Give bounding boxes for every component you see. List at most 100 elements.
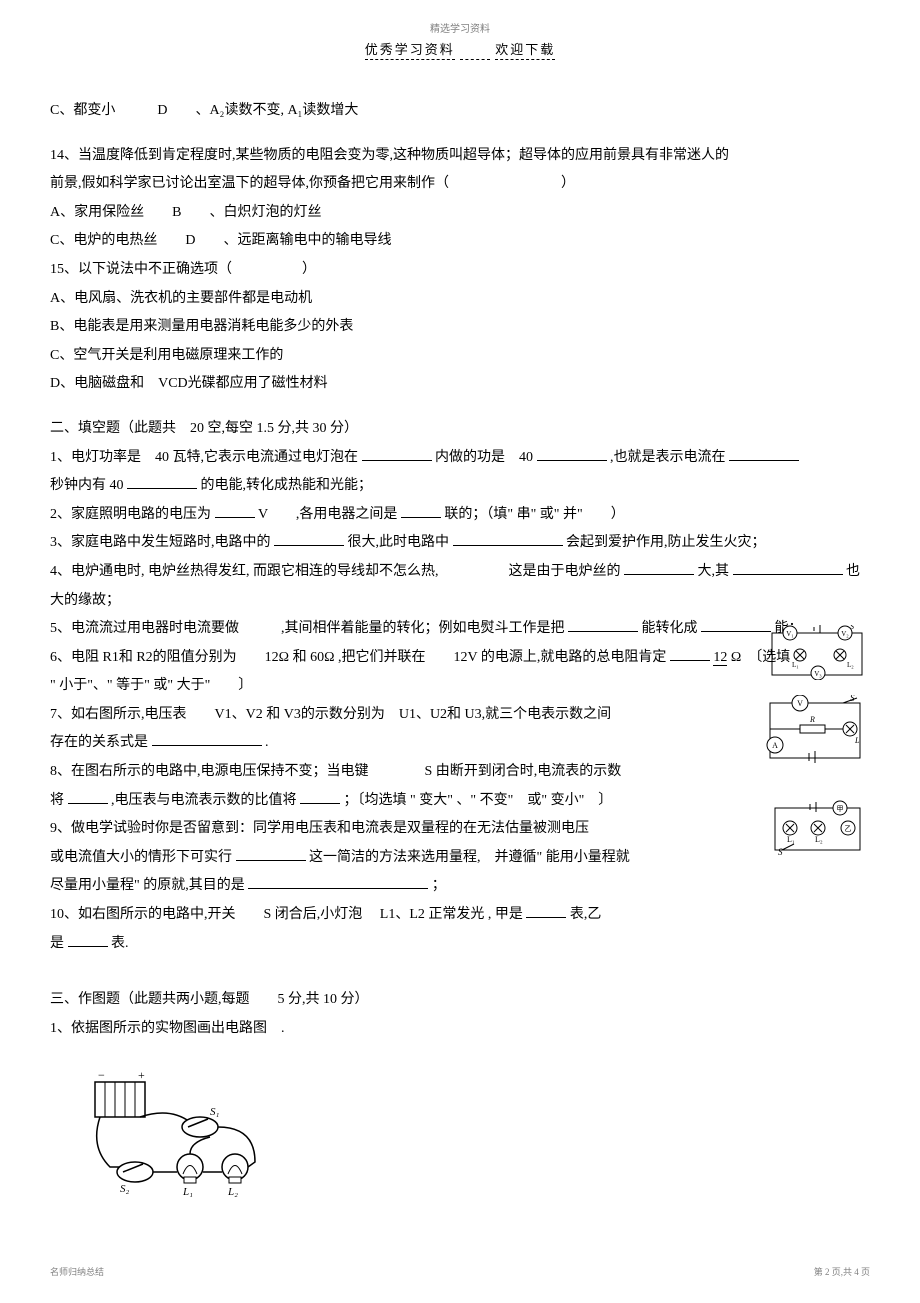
header-gap — [460, 42, 490, 60]
circuit-diagram-drawing: − + S₁ S₂ L₁ L₂ — [80, 1067, 280, 1197]
fill-2: 2、家庭照明电路的电压为 V ,各用电器之间是 联的；（填" 串" 或" 并" … — [50, 502, 870, 529]
f8c: ,电压表与电流表示数的比值将 — [111, 793, 297, 808]
svg-text:+: + — [138, 1068, 145, 1082]
f1a: 1、电灯功率是 40 瓦特,它表示电流通过电灯泡在 — [50, 450, 358, 465]
fill-8: 8、在图右所示的电路中,电源电压保持不变；当电键 S 由断开到闭合时,电流表的示… — [50, 759, 870, 786]
blank — [729, 447, 799, 461]
svg-text:S: S — [778, 847, 783, 855]
blank — [248, 875, 428, 889]
blank — [537, 447, 607, 461]
svg-text:甲: 甲 — [837, 805, 844, 813]
blank — [401, 504, 441, 518]
blank — [236, 847, 306, 861]
q15: 15、以下说法中不正确选项（ ） — [50, 257, 870, 284]
fill-5: 5、电流流过用电器时电流要做 ,其间相伴着能量的转化；例如电熨斗工作是把 能转化… — [50, 616, 870, 643]
blank — [624, 561, 694, 575]
f10a: 10、如右图所示的电路中,开关 S 闭合后,小灯泡 L1、L2 正常发光 , 甲… — [50, 907, 523, 922]
f5b: 能转化成 — [642, 621, 698, 636]
section3-q1: 1、依据图所示的实物图画出电路图 . — [50, 1016, 870, 1043]
fill-3: 3、家庭电路中发生短路时,电路中的 很大,此时电路中 会起到爱护作用,防止发生火… — [50, 530, 870, 557]
blank — [68, 933, 108, 947]
fill-6b: " 小于"、" 等于" 或" 大于" 〕 — [50, 673, 870, 700]
page-footer: 名师归纳总结 第 2 页,共 4 页 — [50, 1265, 870, 1278]
section3-title: 三、作图题（此题共两小题,每题 5 分,共 10 分） — [50, 987, 870, 1014]
f2a: 2、家庭照明电路的电压为 — [50, 507, 211, 522]
fill-7b: 存在的关系式是 . — [50, 730, 870, 757]
blank — [274, 532, 344, 546]
f3c: 会起到爱护作用,防止发生火灾； — [566, 535, 766, 550]
fill-6: 6、电阻 R1和 R2的阻值分别为 12Ω 和 60Ω ,把它们并联在 12V … — [50, 645, 870, 672]
blank — [453, 532, 563, 546]
fill-1b: 秒钟内有 40 的电能,转化成热能和光能； — [50, 473, 870, 500]
fill-4b: 大的缘故； — [50, 588, 870, 615]
f1b: 内做的功是 40 — [435, 450, 533, 465]
svg-text:R: R — [809, 715, 815, 724]
blank — [68, 790, 108, 804]
f2c: 联的；（填" 串" 或" 并" ） — [444, 507, 624, 522]
q15-option-d: D、电脑磁盘和 VCD光碟都应用了磁性材料 — [50, 371, 870, 398]
svg-text:L₁: L₁ — [787, 835, 795, 844]
f6a: 6、电阻 R1和 R2的阻值分别为 12Ω 和 60Ω ,把它们并联在 12V … — [50, 650, 666, 665]
footer-left: 名师归纳总结 — [50, 1265, 104, 1278]
page-header: 优秀学习资料 欢迎下载 — [50, 39, 870, 58]
q14-option-ab: A、家用保险丝 B 、白炽灯泡的灯丝 — [50, 200, 870, 227]
svg-text:L₁: L₁ — [182, 1186, 193, 1197]
f9c: 这一简洁的方法来选用量程, 并遵循" 能用小量程就 — [309, 850, 630, 865]
svg-text:S: S — [850, 625, 854, 631]
svg-text:V₃: V₃ — [814, 670, 822, 678]
svg-text:V₂: V₂ — [841, 630, 849, 638]
f9d: 尽量用小量程" 的原就,其目的是 — [50, 878, 245, 893]
circuit-diagram-q10: 甲 L₁ L₂ 乙 S — [770, 800, 865, 855]
svg-text:A: A — [772, 741, 778, 750]
svg-text:S₂: S₂ — [120, 1183, 130, 1195]
f7b: 存在的关系式是 — [50, 735, 148, 750]
svg-text:−: − — [98, 1068, 105, 1082]
f8b: 将 — [50, 793, 64, 808]
blank — [733, 561, 843, 575]
f10d: 表. — [111, 936, 129, 951]
q14-option-cd: C、电炉的电热丝 D 、远距离输电中的输电导线 — [50, 228, 870, 255]
fill-7: 7、如右图所示,电压表 V1、V2 和 V3的示数分别为 U1、U2和 U3,就… — [50, 702, 870, 729]
circuit-diagram-q7: V₁ V₂ L₁ L₂ V₃ S — [770, 625, 865, 680]
f8d: ；〔均选填 " 变大" 、" 不变" 或" 变小" 〕 — [344, 793, 613, 808]
blank — [701, 618, 771, 632]
svg-text:S₁: S₁ — [210, 1106, 220, 1118]
blank — [300, 790, 340, 804]
f4a: 4、电炉通电时, 电炉丝热得发红, 而跟它相连的导线却不怎么热, 这是由于电炉丝… — [50, 564, 621, 579]
f4b: 大,其 — [698, 564, 730, 579]
f4c: 也 — [846, 564, 860, 579]
blank — [526, 904, 566, 918]
fill-9c: 尽量用小量程" 的原就,其目的是 ； — [50, 873, 870, 900]
circuit-diagram-q8: V S R L A — [765, 695, 865, 765]
top-label: 精选学习资料 — [50, 20, 870, 35]
fill-8b: 将 ,电压表与电流表示数的比值将 ；〔均选填 " 变大" 、" 不变" 或" 变… — [50, 788, 870, 815]
q15-option-a: A、电风扇、洗衣机的主要部件都是电动机 — [50, 286, 870, 313]
blank — [670, 647, 710, 661]
svg-text:L₁: L₁ — [792, 661, 799, 669]
fill-10: 10、如右图所示的电路中,开关 S 闭合后,小灯泡 L1、L2 正常发光 , 甲… — [50, 902, 870, 929]
f3a: 3、家庭电路中发生短路时,电路中的 — [50, 535, 271, 550]
svg-text:乙: 乙 — [845, 825, 852, 833]
blank — [568, 618, 638, 632]
fill-9: 9、做电学试验时你是否留意到：同学用电压表和电流表是双量程的在无法估量被测电压 — [50, 816, 870, 843]
q15-option-c: C、空气开关是利用电磁原理来工作的 — [50, 343, 870, 370]
svg-text:V: V — [797, 699, 803, 708]
f2b: V ,各用电器之间是 — [258, 507, 397, 522]
f10c: 是 — [50, 936, 64, 951]
blank — [127, 475, 197, 489]
q15-option-b: B、电能表是用来测量用电器消耗电能多少的外表 — [50, 314, 870, 341]
q14-line2: 前景,假如科学家已讨论出室温下的超导体,你预备把它用来制作（ ） — [50, 171, 870, 198]
f10b: 表,乙 — [570, 907, 602, 922]
blank — [215, 504, 255, 518]
svg-text:L: L — [854, 736, 860, 745]
q14-line1: 14、当温度降低到肯定程度时,某些物质的电阻会变为零,这种物质叫超导体；超导体的… — [50, 143, 870, 170]
fill-4: 4、电炉通电时, 电炉丝热得发红, 而跟它相连的导线却不怎么热, 这是由于电炉丝… — [50, 559, 870, 586]
svg-text:L₂: L₂ — [847, 661, 854, 669]
f7c: . — [265, 735, 269, 750]
section2-title: 二、填空题（此题共 20 空,每空 1.5 分,共 30 分） — [50, 416, 870, 443]
blank — [152, 732, 262, 746]
footer-right: 第 2 页,共 4 页 — [814, 1265, 870, 1278]
fill-9b: 或电流值大小的情形下可实行 这一简洁的方法来选用量程, 并遵循" 能用小量程就 — [50, 845, 870, 872]
svg-text:L₂: L₂ — [227, 1186, 238, 1197]
svg-text:V₁: V₁ — [786, 630, 794, 638]
